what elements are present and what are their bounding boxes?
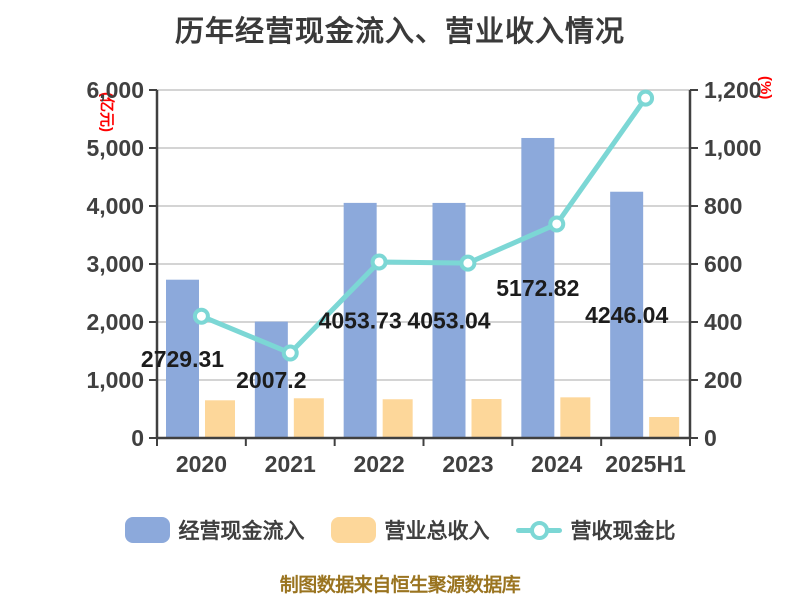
legend-item-cash-ratio[interactable]: 营收现金比 bbox=[515, 515, 676, 545]
legend-label-total-revenue: 营业总收入 bbox=[384, 520, 490, 543]
x-axis-label-2023: 2023 bbox=[442, 451, 493, 477]
legend-line-marker-icon bbox=[515, 517, 562, 543]
left-axis-tick-label: 3,000 bbox=[86, 251, 144, 277]
cash-ratio-point-2021 bbox=[281, 344, 299, 362]
bar-total-revenue-2022 bbox=[382, 399, 413, 438]
left-axis-tick-label: 2,000 bbox=[86, 309, 144, 335]
data-source-footnote: 制图数据来自恒生聚源数据库 bbox=[279, 575, 521, 596]
right-axis-tick-label: 600 bbox=[704, 251, 742, 277]
cash-ratio-point-2025H1 bbox=[637, 89, 655, 107]
right-axis-tick-label: 1,000 bbox=[704, 135, 762, 161]
x-axis-label-2025H1: 2025H1 bbox=[605, 451, 686, 477]
legend-label-cash-inflow: 经营现金流入 bbox=[178, 520, 305, 543]
legend-item-total-revenue[interactable]: 营业总收入 bbox=[330, 515, 490, 545]
x-axis-label-2020: 2020 bbox=[176, 451, 227, 477]
left-axis-tick-label: 0 bbox=[131, 425, 144, 451]
legend-swatch-blue-icon bbox=[124, 517, 170, 543]
bar-total-revenue-2020 bbox=[205, 400, 235, 438]
cash-ratio-point-2020 bbox=[192, 307, 210, 325]
legend-label-cash-ratio: 营收现金比 bbox=[570, 520, 676, 543]
left-axis-tick-label: 6,000 bbox=[86, 77, 144, 103]
bar-cash-inflow-2020 bbox=[166, 279, 199, 438]
value-label-2025H1: 4246.04 bbox=[585, 302, 668, 328]
bar-total-revenue-2023 bbox=[471, 399, 502, 438]
bar-cash-inflow-2025H1 bbox=[610, 191, 644, 438]
legend-swatch-orange-icon bbox=[330, 517, 376, 543]
left-axis-tick-label: 5,000 bbox=[86, 135, 144, 161]
legend: 经营现金流入 营业总收入 营收现金比 bbox=[0, 515, 800, 545]
legend-item-cash-inflow[interactable]: 经营现金流入 bbox=[124, 515, 305, 545]
bar-cash-inflow-2023 bbox=[432, 202, 466, 438]
bar-cash-inflow-2024 bbox=[521, 137, 555, 438]
x-axis-label-2022: 2022 bbox=[353, 451, 404, 477]
cash-ratio-point-2024 bbox=[548, 215, 566, 233]
value-label-2024: 5172.82 bbox=[496, 275, 579, 301]
chart-title: 历年经营现金流入、营业收入情况 bbox=[174, 16, 625, 48]
right-axis-tick-label: 200 bbox=[704, 367, 742, 393]
right-axis-tick-label: 1,200 bbox=[704, 77, 762, 103]
x-axis-label-2024: 2024 bbox=[531, 451, 582, 477]
right-axis-tick-label: 0 bbox=[704, 425, 717, 451]
value-label-2023: 4053.04 bbox=[407, 307, 490, 333]
bar-total-revenue-2021 bbox=[293, 398, 324, 438]
bar-total-revenue-2024 bbox=[560, 397, 591, 438]
cash-ratio-point-2023 bbox=[459, 254, 477, 272]
x-axis-label-2021: 2021 bbox=[265, 451, 316, 477]
left-axis-tick-label: 1,000 bbox=[86, 367, 144, 393]
right-axis-tick-label: 400 bbox=[704, 309, 742, 335]
cash-ratio-line bbox=[198, 95, 649, 356]
bar-cash-inflow-2022 bbox=[343, 202, 377, 438]
value-label-2020: 2729.31 bbox=[141, 346, 224, 372]
value-label-2021: 2007.2 bbox=[236, 367, 306, 393]
right-axis-tick-label: 800 bbox=[704, 193, 742, 219]
left-axis-tick-label: 4,000 bbox=[86, 193, 144, 219]
value-label-2022: 4053.73 bbox=[319, 307, 402, 333]
bar-total-revenue-2025H1 bbox=[649, 417, 680, 438]
cash-ratio-point-2022 bbox=[370, 253, 388, 271]
